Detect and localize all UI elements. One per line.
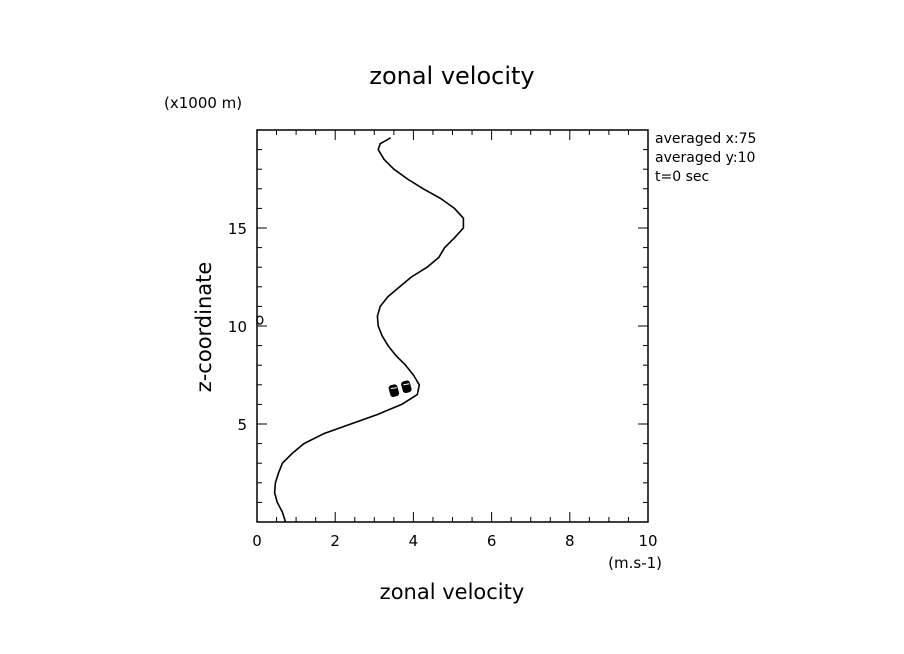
x-tick-label: 0 bbox=[252, 532, 262, 550]
marker-blob bbox=[401, 380, 412, 394]
plot-frame bbox=[256, 129, 649, 523]
x-tick-label: 10 bbox=[638, 532, 657, 550]
marker-blob-highlight bbox=[390, 387, 397, 390]
x-unit-label: (m.s-1) bbox=[608, 554, 662, 572]
annotation-clip bbox=[780, 128, 904, 188]
annotation-averaged-x: averaged x:75 bbox=[655, 131, 756, 147]
y-tick-label: 10 bbox=[228, 318, 247, 336]
marker-blob-highlight bbox=[403, 383, 410, 386]
x-tick-label: 6 bbox=[487, 532, 497, 550]
x-axis-label: zonal velocity bbox=[380, 580, 525, 604]
x-tick-label: 8 bbox=[565, 532, 575, 550]
y-tick-label: 15 bbox=[228, 220, 247, 238]
chart-title: zonal velocity bbox=[369, 62, 534, 90]
y-tick-label: 5 bbox=[237, 416, 247, 434]
x-tick-label: 2 bbox=[330, 532, 340, 550]
annotation-averaged-y: averaged y:10 bbox=[655, 150, 755, 166]
marker-blob bbox=[388, 384, 400, 397]
y-unit-label: (x1000 m) bbox=[164, 94, 242, 112]
marker-small bbox=[256, 315, 264, 325]
annotation-time: t=0 sec bbox=[655, 169, 709, 185]
series-line bbox=[273, 137, 465, 523]
x-tick-label: 4 bbox=[409, 532, 419, 550]
y-axis-label: z-coordinate bbox=[192, 262, 216, 393]
